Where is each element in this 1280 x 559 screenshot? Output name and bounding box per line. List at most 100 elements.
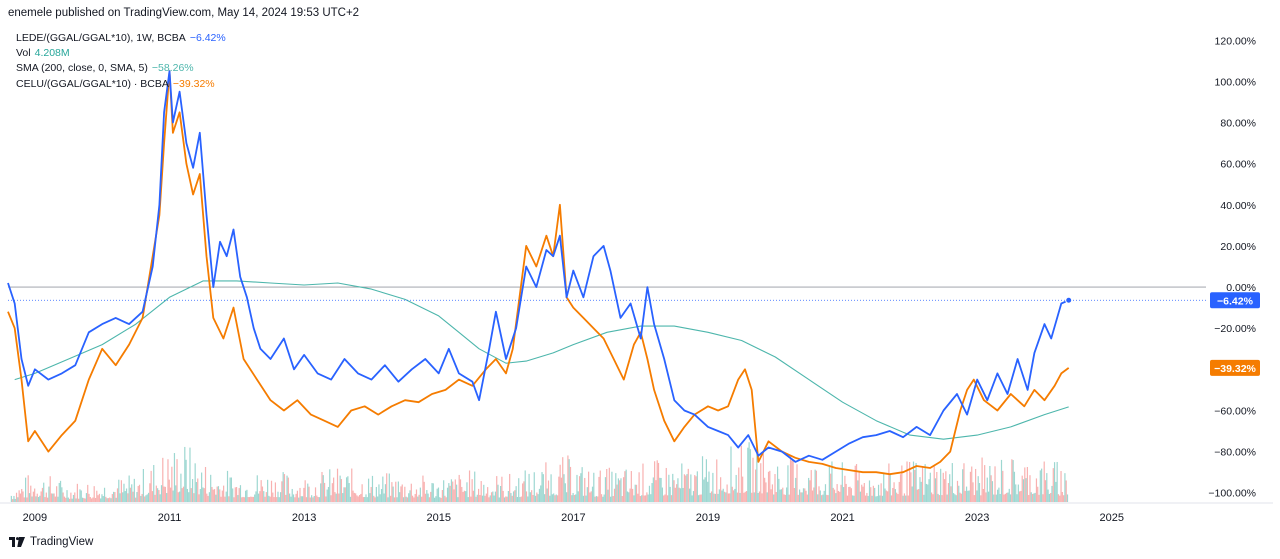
volume-bar: [456, 484, 458, 502]
volume-bar: [53, 493, 55, 502]
volume-bar: [635, 484, 638, 502]
volume-bar: [17, 497, 19, 502]
lede-last-point[interactable]: [1065, 296, 1073, 304]
volume-bar: [216, 486, 218, 502]
volume-bar: [254, 494, 256, 502]
volume-bar: [345, 477, 348, 502]
legend-row-sma[interactable]: SMA (200, close, 0, SMA, 5) −58.26%: [16, 61, 226, 76]
volume-bar: [870, 487, 872, 502]
volume-bar: [272, 492, 274, 502]
volume-bar: [837, 490, 840, 502]
volume-bar: [572, 492, 574, 502]
volume-bar: [748, 442, 750, 502]
volume-bar: [744, 491, 746, 502]
volume-bar: [87, 484, 89, 502]
volume-bar: [351, 468, 353, 502]
volume-bar: [57, 496, 59, 502]
volume-bar: [378, 484, 380, 502]
volume-bar: [660, 477, 662, 502]
volume-bar: [709, 492, 711, 502]
volume-bar: [540, 485, 542, 502]
volume-bar: [226, 470, 229, 502]
sma-line[interactable]: [14, 280, 1069, 440]
volume-bar: [865, 495, 867, 502]
volume-bar: [976, 490, 978, 502]
volume-bar: [432, 483, 434, 502]
tradingview-footer[interactable]: TradingView: [9, 536, 93, 548]
volume-bar: [652, 477, 654, 502]
volume-bar: [313, 495, 315, 502]
volume-bar: [106, 498, 108, 502]
volume-bar: [943, 479, 946, 502]
volume-bar: [588, 471, 590, 502]
volume-bar: [426, 490, 428, 502]
legend-row-vol[interactable]: Vol 4.208M: [16, 46, 226, 61]
volume-bar: [402, 497, 405, 502]
volume-bar: [994, 466, 996, 502]
volume-bar: [327, 486, 330, 502]
volume-bar: [1029, 475, 1031, 502]
x-tick-label: 2019: [696, 512, 720, 524]
lede-line[interactable]: [7, 70, 1070, 463]
volume-bar: [580, 473, 582, 502]
volume-bar: [633, 495, 635, 502]
volume-bar: [927, 484, 929, 502]
volume-bar: [815, 470, 818, 502]
volume-bar: [960, 493, 962, 502]
volume-bar: [230, 477, 232, 502]
volume-bar: [511, 495, 513, 502]
volume-bar: [798, 489, 801, 502]
volume-bar: [657, 462, 660, 502]
volume-bar: [279, 492, 282, 502]
celu-price-tag[interactable]: [1210, 359, 1260, 376]
volume-bar: [630, 471, 632, 502]
volume-bar: [235, 487, 238, 502]
volume-bar: [301, 496, 304, 502]
volume-bar: [286, 475, 288, 502]
volume-bar: [644, 495, 647, 502]
volume-bar: [987, 491, 990, 502]
volume-bar: [257, 493, 260, 502]
volume-bar: [516, 496, 519, 502]
volume-bar: [905, 495, 907, 502]
volume-bar: [219, 489, 221, 502]
volume-bar: [585, 495, 587, 502]
volume-bar: [15, 492, 18, 502]
legend-row-celu[interactable]: CELU/(GGAL/GGAL*10) · BCBA −39.32%: [16, 77, 226, 92]
volume-bar: [931, 492, 933, 502]
volume-bar: [307, 483, 309, 502]
volume-bar: [681, 463, 683, 502]
volume-bar: [125, 488, 128, 502]
volume-bar: [238, 488, 240, 502]
volume-bar: [608, 467, 610, 502]
volume-bar: [124, 491, 126, 502]
x-tick-label: 2025: [1100, 512, 1124, 524]
volume-bar: [1009, 494, 1012, 502]
volume-bar: [427, 493, 429, 502]
volume-bar: [949, 474, 951, 502]
y-tick-label: 40.00%: [1220, 200, 1256, 212]
volume-bar: [982, 488, 984, 502]
volume-bar: [606, 468, 608, 502]
volume-bar: [814, 469, 816, 502]
x-tick-label: 2017: [561, 512, 585, 524]
volume-bar: [203, 488, 205, 502]
volume-bar: [999, 493, 1001, 502]
volume-bar: [322, 475, 324, 502]
volume-bar: [743, 492, 745, 502]
volume-bar: [884, 488, 886, 502]
legend-row-lede[interactable]: LEDE/(GGAL/GGAL*10), 1W, BCBA −6.42%: [16, 31, 226, 46]
volume-bar: [190, 488, 192, 502]
volume-bar: [475, 496, 477, 502]
volume-bar: [79, 489, 81, 502]
volume-bar: [320, 483, 322, 502]
volume-bar: [1004, 493, 1006, 502]
volume-bar: [770, 489, 772, 502]
volume-bar: [823, 490, 825, 502]
volume-bar: [56, 486, 58, 502]
celu-line[interactable]: [7, 70, 1070, 476]
lede-price-tag[interactable]: [1210, 292, 1260, 309]
volume-bar: [323, 482, 326, 502]
volume-bar: [1037, 486, 1039, 502]
